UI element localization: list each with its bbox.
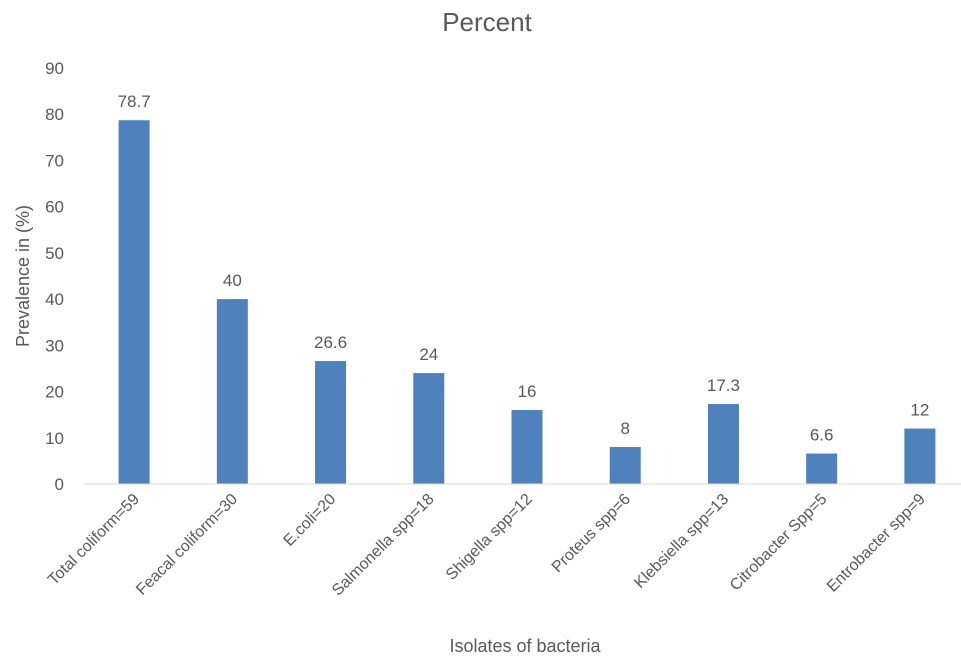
data-label: 16 (518, 382, 537, 401)
chart-title: Percent (442, 7, 532, 37)
bar (413, 373, 445, 484)
category-label: Total coliform=59 (45, 491, 143, 589)
bar (707, 404, 739, 484)
y-tick-label: 0 (55, 475, 64, 494)
bar (806, 453, 838, 484)
category-label: Salmonella spp=18 (329, 491, 438, 600)
y-tick-label: 70 (45, 151, 64, 170)
bars (118, 120, 936, 484)
data-label: 24 (419, 345, 438, 364)
data-label: 12 (910, 401, 929, 420)
x-axis-title: Isolates of bacteria (449, 636, 601, 656)
bar (904, 428, 936, 484)
data-label: 40 (223, 271, 242, 290)
category-label: Shigella spp=12 (443, 491, 536, 584)
y-axis-title: Prevalence in (%) (13, 205, 33, 347)
y-tick-label: 40 (45, 290, 64, 309)
y-tick-label: 20 (45, 383, 64, 402)
y-tick-label: 30 (45, 336, 64, 355)
category-label: Klebsiella spp=13 (631, 491, 732, 592)
category-label: Citrobacter Spp=5 (727, 491, 831, 595)
y-tick-label: 10 (45, 429, 64, 448)
y-tick-label: 80 (45, 105, 64, 124)
category-label: E.coli=20 (281, 491, 340, 550)
category-label: Proteus spp=6 (549, 491, 634, 576)
bar (511, 410, 543, 484)
data-label: 78.7 (118, 92, 151, 111)
data-label: 8 (620, 419, 629, 438)
data-label: 26.6 (314, 333, 347, 352)
bar (315, 361, 347, 484)
category-label: Entrobacter spp=9 (824, 491, 929, 596)
category-label: Feacal coliform=30 (133, 491, 241, 599)
y-axis: 0 10 20 30 40 50 60 70 80 90 (45, 59, 64, 494)
data-label: 6.6 (810, 425, 834, 444)
bar (609, 447, 641, 484)
bar (118, 120, 150, 484)
bar (216, 299, 248, 484)
data-label: 17.3 (707, 376, 740, 395)
y-tick-label: 60 (45, 198, 64, 217)
y-tick-label: 90 (45, 59, 64, 78)
y-tick-label: 50 (45, 244, 64, 263)
data-labels: 78.7 40 26.6 24 16 8 17.3 6.6 12 (118, 92, 930, 444)
